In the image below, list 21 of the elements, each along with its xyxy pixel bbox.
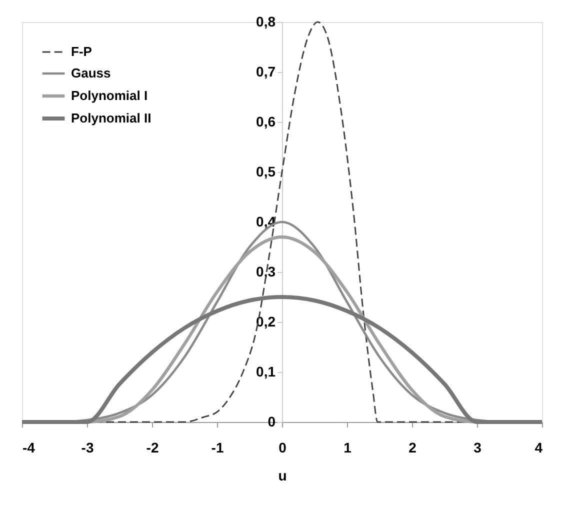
y-tick-label: 0,1 <box>256 364 276 380</box>
y-tick-label: 0,3 <box>256 264 276 280</box>
x-axis-title: u <box>278 468 287 484</box>
x-tick-label: -4 <box>22 440 36 456</box>
x-tick-label: -3 <box>81 440 94 456</box>
y-tick-label: 0,5 <box>256 164 276 180</box>
y-tick-label: 0 <box>268 414 276 430</box>
legend-label: Polynomial II <box>71 110 152 126</box>
y-tick-label: 0,8 <box>256 14 276 30</box>
legend-label: F-P <box>71 44 92 59</box>
legend-label: Polynomial I <box>71 88 148 103</box>
y-tick-label: 0,6 <box>256 114 276 130</box>
x-tick-label: -1 <box>211 440 224 456</box>
x-tick-label: 2 <box>408 440 417 456</box>
x-tick-label: -2 <box>146 440 159 456</box>
x-tick-label: 0 <box>278 440 287 456</box>
legend-label: Gauss <box>71 66 111 80</box>
y-tick-label: 0,7 <box>256 64 276 80</box>
x-tick-label: 1 <box>344 440 352 456</box>
x-tick-label: 4 <box>534 440 543 456</box>
x-tick-label: 3 <box>474 440 482 456</box>
